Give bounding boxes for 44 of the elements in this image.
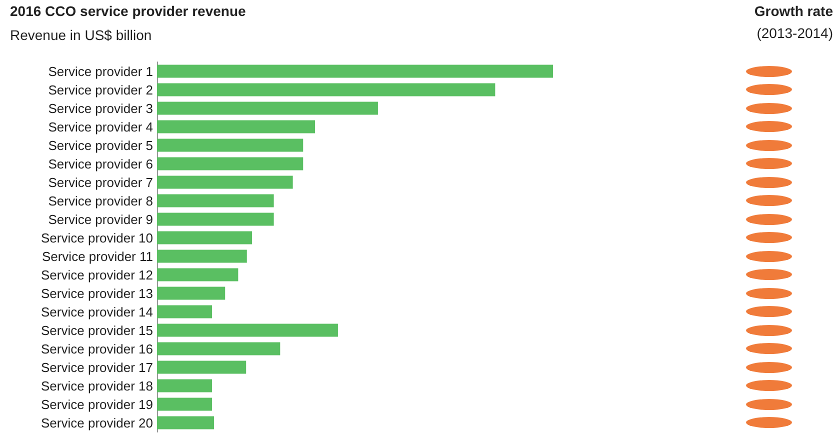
bar [157, 324, 338, 337]
bar [157, 64, 553, 78]
bar [157, 83, 496, 96]
y-tick-label: Service provider 9 [48, 212, 153, 227]
bar [157, 268, 238, 282]
bar [157, 138, 304, 152]
bar [157, 379, 212, 392]
y-tick-label: Service provider 12 [41, 267, 153, 282]
y-tick-label: Service provider 11 [42, 248, 153, 264]
y-tick-label: Service provider 15 [41, 322, 153, 338]
y-tick-label: Service provider 3 [48, 100, 153, 116]
text: (2013-2014) [756, 25, 833, 41]
bar [157, 157, 304, 170]
y-tick-label: Service provider 1 [48, 64, 153, 79]
y-tick-label: Service provider 8 [48, 193, 153, 208]
bar [157, 250, 247, 263]
chart-subtitle: Revenue in US$ billion [10, 27, 152, 43]
bar [157, 120, 316, 134]
bar [157, 360, 246, 374]
y-tick-label: Service provider 6 [48, 156, 153, 172]
y-tick-label: Service provider 17 [41, 360, 153, 375]
bar [157, 176, 293, 189]
bar [157, 398, 212, 411]
bar [157, 102, 378, 115]
chart-title: 2016 CCO service provider revenue [10, 3, 246, 19]
y-tick-label: Service provider 5 [48, 138, 153, 153]
bar [157, 286, 226, 300]
y-tick-label: Service provider 4 [48, 119, 153, 134]
y-tick-label: Service provider 10 [41, 230, 153, 246]
y-tick-label: Service provider 13 [41, 286, 153, 301]
y-tick-label: Service provider 16 [41, 341, 153, 356]
y-tick-label: Service provider 19 [41, 396, 153, 412]
bar [157, 416, 214, 430]
y-tick-label: Service provider 14 [41, 304, 153, 320]
bar [157, 194, 274, 208]
y-tick-label: Service provider 18 [41, 378, 153, 394]
y-tick-label: Service provider 20 [41, 415, 153, 430]
y-tick-label: Service provider 2 [48, 82, 153, 98]
bar [157, 305, 212, 318]
text: Growth rate [753, 3, 833, 19]
bar [157, 212, 274, 226]
bar [157, 342, 280, 356]
y-tick-label: Service provider 7 [48, 174, 153, 190]
bar [157, 231, 252, 244]
